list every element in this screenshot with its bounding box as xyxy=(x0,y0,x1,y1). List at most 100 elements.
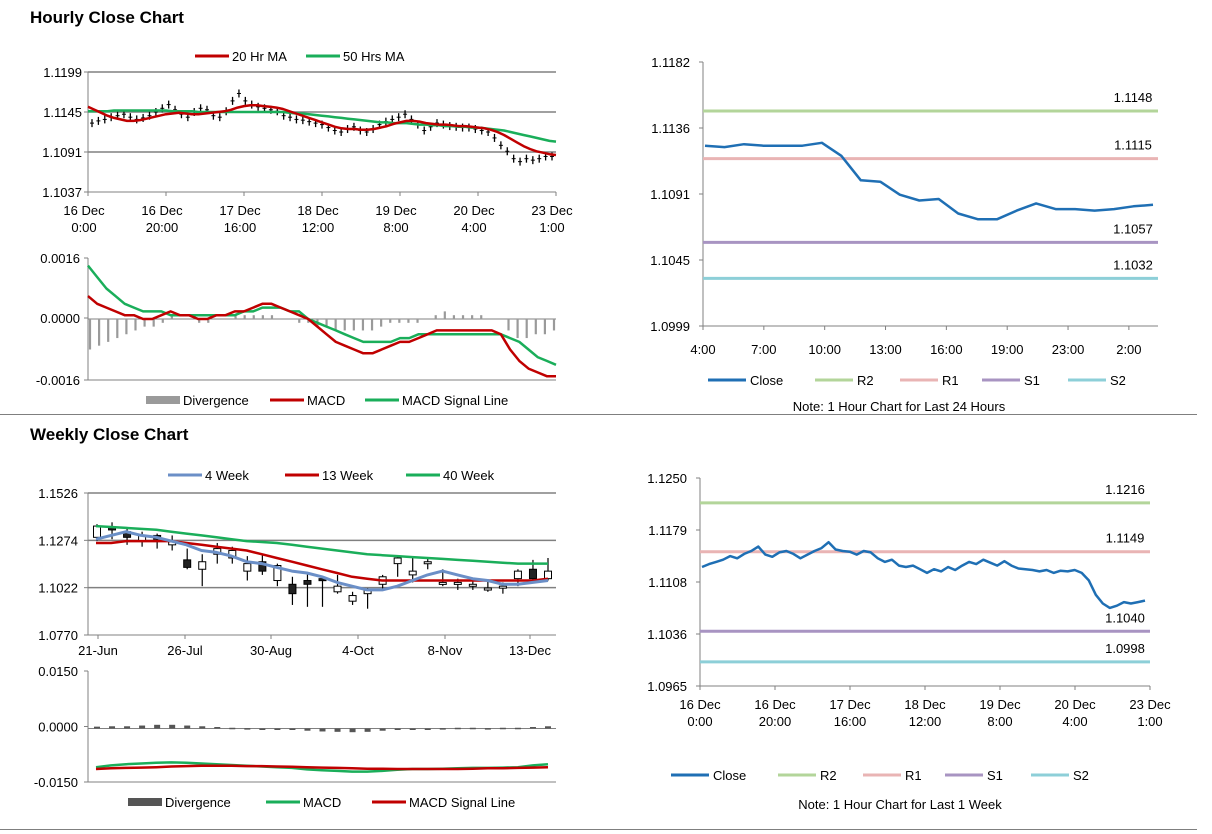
hourly-sr-xtick-label: 16:00 xyxy=(930,342,963,357)
hourly-sr-ytick-label: 1.1045 xyxy=(650,253,690,268)
weekly-legend-divergence-label: Divergence xyxy=(165,795,231,810)
weekly-divergence-bar xyxy=(514,727,521,730)
weekly-price-ytick-label: 1.1526 xyxy=(38,486,78,501)
weekly-divergence-bar xyxy=(259,728,266,730)
hourly-price-xtick-date: 23 Dec xyxy=(531,203,573,218)
weekly-sr-close-line xyxy=(701,540,1146,610)
hourly-macd-ytick-label: -0.0016 xyxy=(36,373,80,388)
weekly-price-xtick-label: 26-Jul xyxy=(167,643,203,658)
hourly-sr-xtick-label: 19:00 xyxy=(991,342,1024,357)
bottom-divider xyxy=(0,829,1197,830)
hourly-macd-ytick-label: 0.0000 xyxy=(40,311,80,326)
hourly-legend-divergence-swatch xyxy=(146,396,180,404)
weekly-divergence-bar xyxy=(545,726,551,729)
weekly-candle-body xyxy=(273,565,282,582)
weekly-candle-body xyxy=(243,563,252,572)
weekly-divergence-bar xyxy=(484,728,491,730)
weekly-candle-body xyxy=(483,587,492,591)
weekly-sr-xtick-date: 16 Dec xyxy=(754,697,796,712)
hourly-price-xtick-date: 20 Dec xyxy=(453,203,495,218)
weekly-divergence-bar xyxy=(184,725,191,729)
weekly-candle-body xyxy=(528,568,537,580)
hourly-section-title: Hourly Close Chart xyxy=(30,8,184,27)
hourly-sr-xtick-label: 4:00 xyxy=(690,342,715,357)
weekly-sr-xtick-date: 18 Dec xyxy=(904,697,946,712)
weekly-divergence-bar xyxy=(244,728,251,730)
weekly-divergence-bar xyxy=(334,728,341,732)
weekly-divergence-bar xyxy=(124,726,131,729)
hourly-price-xtick-time: 8:00 xyxy=(383,220,408,235)
hourly-sr-xtick-label: 2:00 xyxy=(1116,342,1141,357)
weekly-candle-body xyxy=(513,570,522,580)
weekly-price-xtick-label: 21-Jun xyxy=(78,643,118,658)
hourly-price-xtick-time: 16:00 xyxy=(224,220,257,235)
weekly-divergence-bar xyxy=(169,724,176,729)
weekly-candle-body xyxy=(438,581,447,585)
weekly-candle-body xyxy=(408,570,417,576)
weekly-divergence-bar xyxy=(154,724,161,729)
weekly-divergence-bar xyxy=(199,726,206,729)
weekly-sr-xtick-date: 17 Dec xyxy=(829,697,871,712)
hourly-legend-ma20-label: 20 Hr MA xyxy=(232,49,287,64)
weekly-legend-macd-label: MACD xyxy=(303,795,341,810)
weekly-sr-level-label-s1: 1.1040 xyxy=(1105,610,1145,625)
hourly-sr-legend-label-s2: S2 xyxy=(1110,373,1126,388)
weekly-sr-xtick-date: 16 Dec xyxy=(679,697,721,712)
weekly-sr-level-label-r1: 1.1149 xyxy=(1106,531,1145,546)
weekly-price-xtick-label: 8-Nov xyxy=(428,643,463,658)
weekly-divergence-bar xyxy=(139,725,146,729)
hourly-price-xtick-time: 12:00 xyxy=(302,220,335,235)
weekly-divergence-bar xyxy=(499,727,506,730)
weekly-divergence-bar xyxy=(394,728,401,730)
weekly-sr-level-label-s2: 1.0998 xyxy=(1105,641,1145,656)
weekly-divergence-bar xyxy=(454,727,461,730)
hourly-sr-xtick-label: 10:00 xyxy=(808,342,841,357)
hourly-price-ytick-label: 1.1037 xyxy=(42,185,82,200)
weekly-legend-wk4-label: 4 Week xyxy=(205,468,249,483)
weekly-price-xtick-label: 4-Oct xyxy=(342,643,374,658)
weekly-macd-ytick-label: 0.0150 xyxy=(38,664,78,679)
weekly-sr-xtick-time: 4:00 xyxy=(1062,714,1087,729)
hourly-sr-legend-label-r2: R2 xyxy=(857,373,874,388)
hourly-price-ytick-label: 1.1091 xyxy=(42,145,82,160)
hourly-sr-xtick-label: 7:00 xyxy=(751,342,776,357)
weekly-sr-xtick-time: 8:00 xyxy=(987,714,1012,729)
weekly-divergence-bar xyxy=(289,728,296,730)
weekly-sr-note: Note: 1 Hour Chart for Last 1 Week xyxy=(798,797,1002,812)
hourly-price-xtick-time: 0:00 xyxy=(71,220,96,235)
weekly-sr-ytick-label: 1.1108 xyxy=(648,575,687,590)
hourly-legend-ma50-label: 50 Hrs MA xyxy=(343,49,405,64)
weekly-candle-body xyxy=(453,581,462,585)
weekly-sr-xtick-time: 0:00 xyxy=(687,714,712,729)
weekly-sr-level-label-r2: 1.1216 xyxy=(1105,482,1145,497)
weekly-macd-ytick-label: 0.0000 xyxy=(38,720,78,735)
weekly-wk4-line xyxy=(95,530,549,592)
weekly-divergence-bar xyxy=(304,728,311,731)
hourly-sr-ytick-label: 1.1091 xyxy=(650,187,690,202)
weekly-sr-xtick-time: 16:00 xyxy=(834,714,867,729)
hourly-price-xtick-date: 17 Dec xyxy=(219,203,261,218)
weekly-candle-body xyxy=(198,561,207,570)
weekly-candle-body xyxy=(183,559,192,568)
hourly-sr-note: Note: 1 Hour Chart for Last 24 Hours xyxy=(793,399,1006,414)
hourly-legend-macd-label: MACD xyxy=(307,393,345,408)
weekly-legend-wk40-label: 40 Week xyxy=(443,468,495,483)
weekly-section-title: Weekly Close Chart xyxy=(30,425,189,444)
weekly-candle-body xyxy=(498,585,507,589)
hourly-sr-ytick-label: 1.0999 xyxy=(650,319,690,334)
weekly-candle-body xyxy=(423,561,432,565)
hourly-sr-level-label-s2: 1.1032 xyxy=(1113,257,1153,272)
weekly-sr-ytick-label: 1.1179 xyxy=(648,523,687,538)
weekly-candle-body xyxy=(258,561,267,572)
weekly-divergence-bar xyxy=(94,726,100,729)
weekly-macd-ytick-label: -0.0150 xyxy=(34,775,78,790)
hourly-sr-legend-label-s1: S1 xyxy=(1024,373,1040,388)
weekly-divergence-bar xyxy=(364,728,371,732)
weekly-legend-divergence-swatch xyxy=(128,798,162,806)
weekly-sr-legend-label-s1: S1 xyxy=(987,768,1003,783)
weekly-sr-legend-label-close: Close xyxy=(713,768,746,783)
weekly-divergence-bar xyxy=(409,728,416,730)
hourly-sr-ytick-label: 1.1182 xyxy=(651,55,690,70)
weekly-sr-xtick-date: 19 Dec xyxy=(979,697,1021,712)
weekly-sr-legend-label-r1: R1 xyxy=(905,768,922,783)
